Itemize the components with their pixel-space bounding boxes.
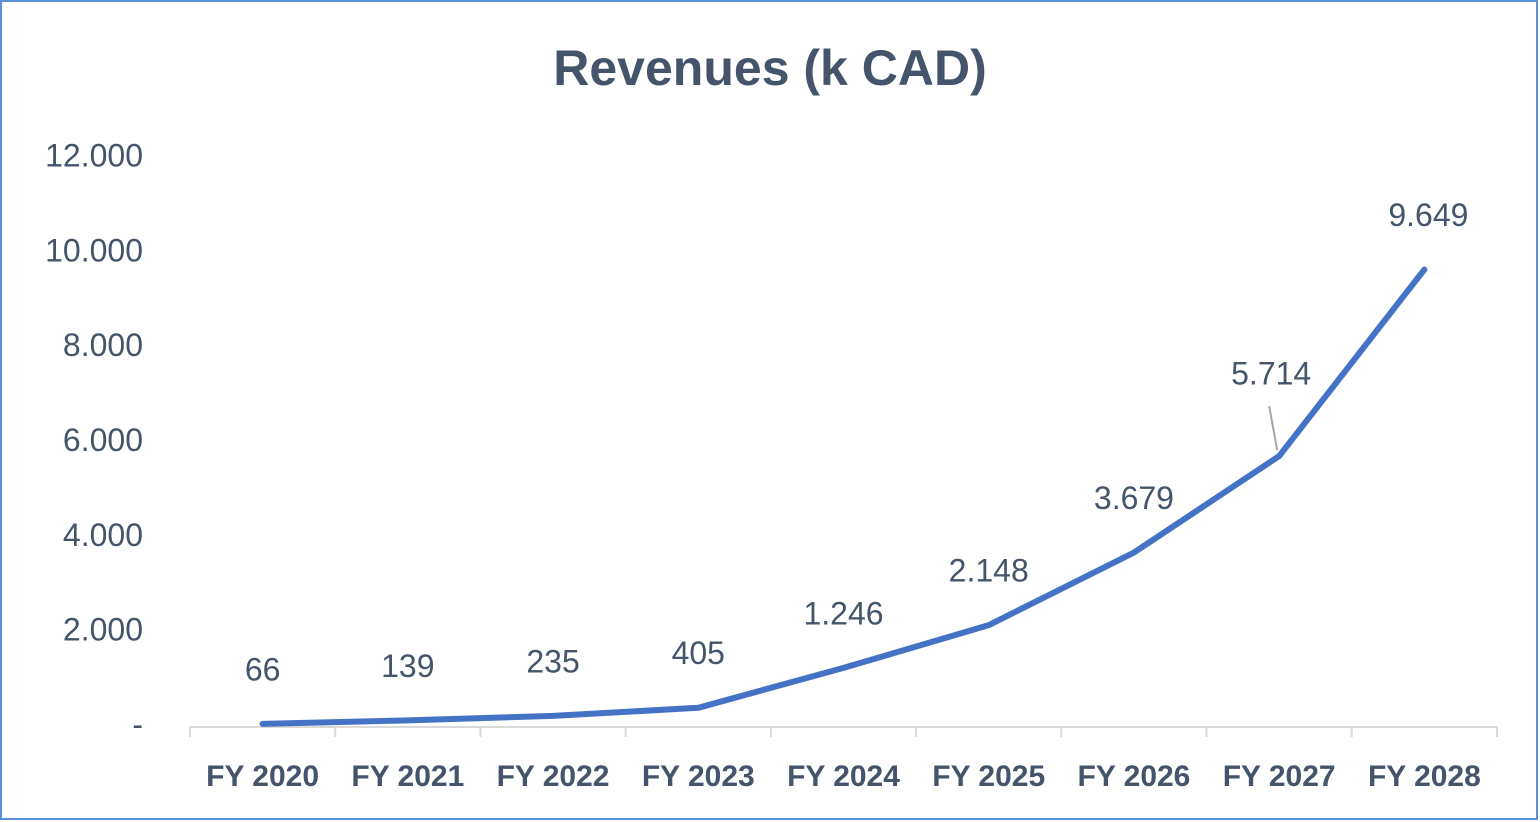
data-label: 405 <box>672 635 725 671</box>
y-tick-label: 8.000 <box>63 327 143 363</box>
y-tick-label: - <box>132 706 143 742</box>
data-label: 5.714 <box>1231 356 1311 392</box>
x-tick-label: FY 2023 <box>642 760 755 793</box>
x-tick-label: FY 2027 <box>1223 760 1336 793</box>
data-label: 3.679 <box>1094 480 1174 516</box>
data-label: 1.246 <box>803 595 883 631</box>
x-tick-label: FY 2020 <box>206 760 319 793</box>
data-label: 9.649 <box>1388 197 1468 233</box>
leader-line <box>1268 405 1279 451</box>
x-tick-label: FY 2026 <box>1078 760 1191 793</box>
x-tick-label: FY 2025 <box>932 760 1045 793</box>
x-tick-label: FY 2024 <box>787 760 900 793</box>
x-tick-label: FY 2022 <box>497 760 610 793</box>
y-tick-label: 2.000 <box>63 612 143 648</box>
data-label: 139 <box>381 648 434 684</box>
x-tick-label: FY 2021 <box>351 760 464 793</box>
data-label: 2.148 <box>949 553 1029 589</box>
chart-title: Revenues (k CAD) <box>553 40 986 96</box>
data-label: 235 <box>526 643 579 679</box>
y-tick-label: 6.000 <box>63 422 143 458</box>
y-tick-label: 4.000 <box>63 517 143 553</box>
data-label: 66 <box>245 651 281 687</box>
line-series <box>259 266 1428 727</box>
x-tick-label: FY 2028 <box>1368 760 1481 793</box>
y-tick-label: 12.000 <box>45 137 143 173</box>
y-tick-label: 10.000 <box>45 232 143 268</box>
